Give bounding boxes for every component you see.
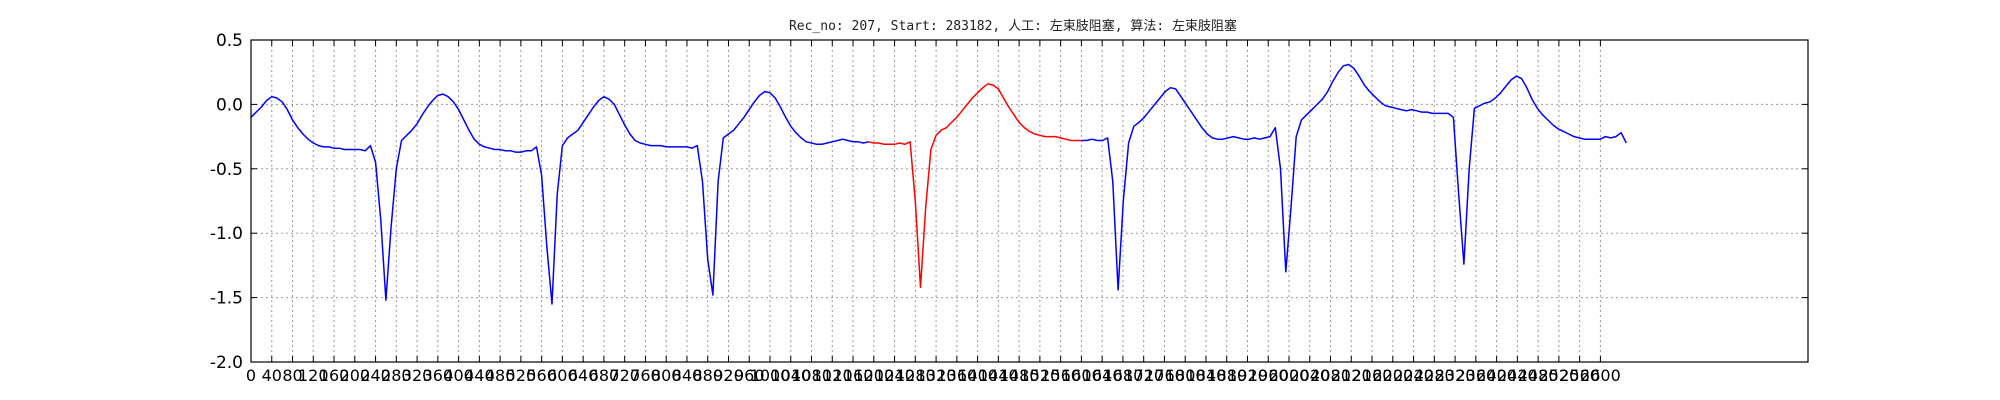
y-axis: -2.0 -1.5 -1.0 -0.5 0.0 0.5 [210, 31, 1808, 373]
x-tick-label: 760 [630, 366, 661, 385]
x-tick-label: 600 [547, 366, 578, 385]
x-tick-label: 1320 [916, 366, 957, 385]
x-tick-label: 1880 [1206, 366, 1247, 385]
x-tick-label: 800 [651, 366, 682, 385]
x-tick-label: 0 [246, 366, 256, 385]
x-tick-label: 1400 [957, 366, 998, 385]
y-tick-label: -1.5 [210, 289, 243, 309]
x-tick-label: 1640 [1082, 366, 1123, 385]
x-tick-label: 2600 [1580, 366, 1621, 385]
x-tick-label: 160 [319, 366, 350, 385]
x-tick-label: 320 [402, 366, 433, 385]
y-tick-label: 0.5 [216, 31, 243, 51]
x-tick-label: 1440 [978, 366, 1019, 385]
x-tick-label: 280 [381, 366, 412, 385]
x-tick-label: 720 [609, 366, 640, 385]
x-tick-label: 2160 [1352, 366, 1393, 385]
x-tick-label: 1920 [1227, 366, 1268, 385]
y-tick-label: -1.0 [210, 224, 243, 244]
x-tick-label: 840 [672, 366, 703, 385]
x-tick-label: 360 [423, 366, 454, 385]
x-tick-label: 200 [340, 366, 371, 385]
x-tick-label: 2560 [1559, 366, 1600, 385]
x-tick-label: 2360 [1455, 366, 1496, 385]
chart-title: Rec_no: 207, Start: 283182, 人工: 左束肢阻塞, 算… [789, 18, 1237, 34]
x-tick-label: 1560 [1040, 366, 1081, 385]
x-tick-label: 2080 [1310, 366, 1351, 385]
x-tick-label: 1080 [791, 366, 832, 385]
x-tick-label: 2240 [1393, 366, 1434, 385]
x-tick-label: 1280 [895, 366, 936, 385]
x-tick-label: 2440 [1497, 366, 1538, 385]
x-tick-label: 560 [526, 366, 557, 385]
x-tick-label: 1000 [750, 366, 791, 385]
x-tick-label: 1160 [833, 366, 874, 385]
x-tick-label: 2120 [1331, 366, 1372, 385]
x-tick-label: 440 [464, 366, 495, 385]
plot-frame [250, 39, 1809, 363]
x-tick-label: 640 [568, 366, 599, 385]
x-tick-label: 400 [443, 366, 474, 385]
x-tick-label: 1480 [999, 366, 1040, 385]
x-tick-label: 880 [692, 366, 723, 385]
x-tick-label: 2480 [1518, 366, 1559, 385]
x-tick-label: 2320 [1435, 366, 1476, 385]
series-group [250, 63, 1627, 305]
ecg-series-line [1081, 63, 1627, 291]
x-tick-label: 40 [262, 366, 282, 385]
x-tick-label: 2200 [1372, 366, 1413, 385]
x-tick-label: 2520 [1539, 366, 1580, 385]
x-tick-label: 680 [589, 366, 620, 385]
x-tick-label: 2000 [1269, 366, 1310, 385]
x-tick-label: 1840 [1186, 366, 1227, 385]
x-tick-label: 920 [713, 366, 744, 385]
x-tick-label: 480 [485, 366, 516, 385]
x-tick-label: 1760 [1144, 366, 1185, 385]
ecg-series-line [250, 90, 869, 305]
x-tick-label: 2400 [1476, 366, 1517, 385]
x-tick-label: 1240 [874, 366, 915, 385]
x-tick-label: 2280 [1414, 366, 1455, 385]
x-tick-label: 1600 [1061, 366, 1102, 385]
y-tick-label: -2.0 [210, 353, 243, 373]
y-tick-label: 0.0 [216, 95, 243, 115]
x-axis: 0 40 8012016020024028032036040044048052056… [246, 40, 1621, 385]
x-tick-label: 2040 [1289, 366, 1330, 385]
grid-lines [251, 40, 1808, 362]
x-tick-label: 1720 [1123, 366, 1164, 385]
x-tick-label: 80 [282, 366, 302, 385]
x-tick-label: 1200 [853, 366, 894, 385]
x-tick-label: 520 [506, 366, 537, 385]
x-tick-label: 1520 [1020, 366, 1061, 385]
x-tick-label: 1680 [1103, 366, 1144, 385]
x-tick-label: 1800 [1165, 366, 1206, 385]
x-tick-label: 240 [360, 366, 391, 385]
y-tick-label: -0.5 [210, 160, 243, 180]
x-tick-label: 1960 [1248, 366, 1289, 385]
x-tick-label: 1040 [770, 366, 811, 385]
x-tick-label: 1360 [936, 366, 977, 385]
x-tick-label: 1120 [812, 366, 853, 385]
highlighted-beat-line [868, 83, 1082, 289]
x-tick-label: 960 [734, 366, 765, 385]
x-tick-label: 120 [298, 366, 329, 385]
